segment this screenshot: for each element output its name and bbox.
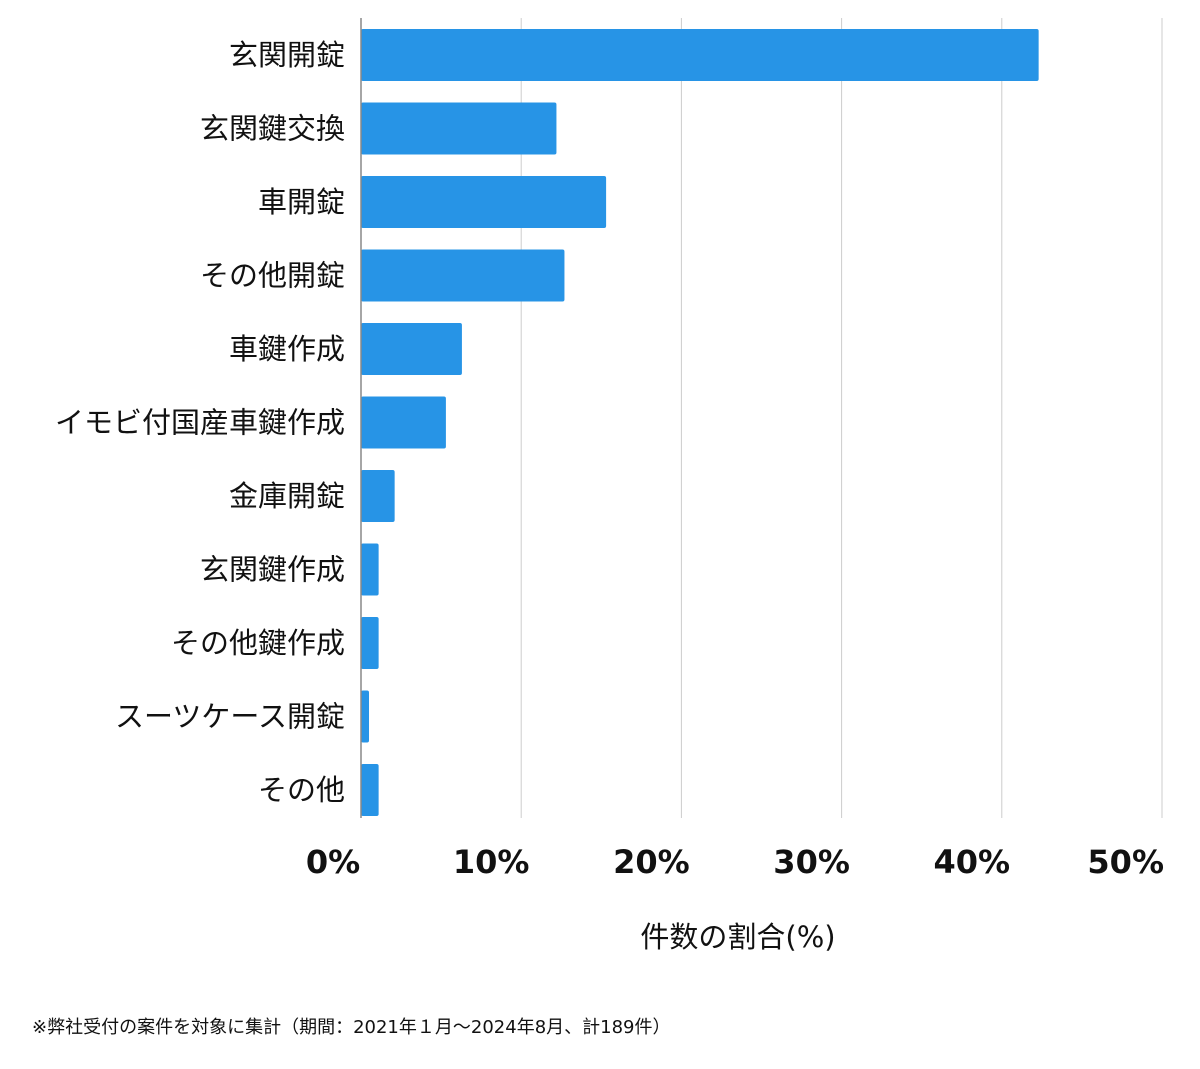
bar bbox=[361, 617, 379, 669]
bar bbox=[361, 249, 565, 302]
bar bbox=[361, 690, 370, 743]
category-label: 玄関鍵交換 bbox=[200, 112, 345, 146]
bar-chart: 玄関開錠玄関鍵交換車開錠その他開錠車鍵作成イモビ付国産車鍵作成金庫開錠玄関鍵作成… bbox=[55, 18, 1164, 954]
x-tick-label: 40% bbox=[934, 843, 1011, 881]
category-label: 玄関開錠 bbox=[229, 38, 345, 72]
bar bbox=[361, 543, 379, 596]
gridlines bbox=[520, 18, 1163, 818]
bar bbox=[361, 470, 395, 522]
category-label: その他鍵作成 bbox=[171, 626, 345, 660]
category-label: 金庫開錠 bbox=[229, 479, 345, 513]
bar bbox=[361, 396, 446, 449]
footnote: ※弊社受付の案件を対象に集計（期間：2021年１月～2024年8月、計189件） bbox=[32, 1017, 671, 1038]
bar bbox=[361, 323, 462, 375]
x-axis-title: 件数の割合(%) bbox=[640, 920, 835, 954]
x-tick-label: 30% bbox=[773, 843, 850, 881]
category-label: 車開錠 bbox=[258, 185, 345, 219]
x-tick-labels: 0% 10% 20% 30% 40% 50% bbox=[306, 843, 1164, 881]
category-labels: 玄関開錠玄関鍵交換車開錠その他開錠車鍵作成イモビ付国産車鍵作成金庫開錠玄関鍵作成… bbox=[55, 38, 345, 807]
bar bbox=[361, 102, 557, 155]
bar bbox=[361, 176, 607, 228]
category-label: その他 bbox=[258, 773, 345, 807]
bar bbox=[361, 764, 379, 816]
category-label: イモビ付国産車鍵作成 bbox=[55, 406, 345, 440]
bar bbox=[361, 29, 1039, 81]
category-label: 玄関鍵作成 bbox=[200, 553, 345, 587]
category-label: 車鍵作成 bbox=[229, 332, 345, 366]
bars bbox=[361, 29, 1039, 816]
category-label: その他開錠 bbox=[200, 259, 345, 293]
x-tick-label: 50% bbox=[1087, 843, 1164, 881]
x-tick-label: 20% bbox=[613, 843, 690, 881]
x-tick-label: 0% bbox=[306, 843, 360, 881]
category-label: スーツケース開錠 bbox=[115, 700, 345, 734]
x-tick-label: 10% bbox=[453, 843, 530, 881]
